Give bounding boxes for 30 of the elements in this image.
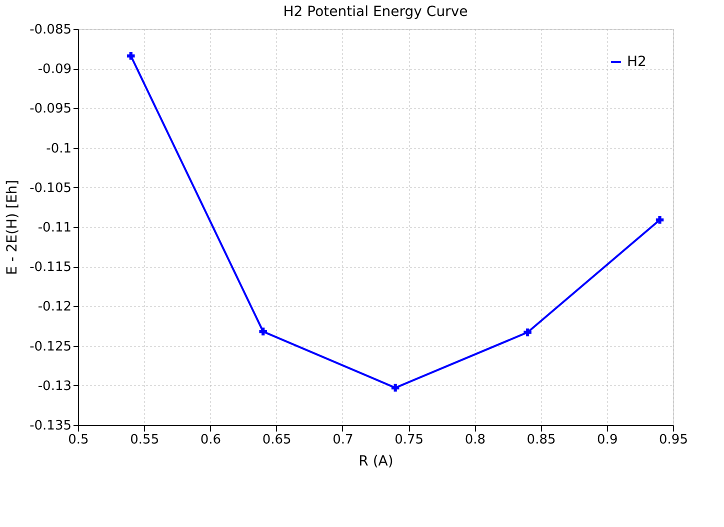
x-tick-label: 0.85 — [526, 432, 556, 448]
point — [656, 216, 664, 224]
x-tick-label: 0.8 — [464, 432, 486, 448]
x-tick-label: 0.7 — [332, 432, 354, 448]
point — [259, 328, 267, 336]
chart-title: H2 Potential Energy Curve — [283, 4, 468, 20]
y-tick-label: -0.085 — [30, 22, 72, 38]
point — [127, 52, 135, 60]
x-tick-label: 0.6 — [200, 432, 222, 448]
y-tick-label: -0.115 — [30, 260, 72, 276]
legend-label: H2 — [627, 54, 646, 70]
y-tick-label: -0.13 — [38, 378, 72, 394]
point — [391, 384, 400, 392]
y-tick-label: -0.105 — [30, 180, 72, 196]
point — [524, 328, 532, 336]
x-tick-label: 0.75 — [394, 432, 424, 448]
y-tick-label: -0.11 — [38, 220, 72, 236]
y-tick-label: -0.1 — [46, 141, 72, 156]
x-tick-label: 0.55 — [130, 432, 160, 448]
y-tick-label: -0.095 — [30, 102, 72, 117]
y-tick-label: -0.135 — [30, 418, 72, 434]
y-tick-label: -0.12 — [38, 300, 72, 315]
y-axis-title: E - 2E(H) [Eh] — [4, 180, 21, 276]
x-tick-label: 0.5 — [68, 432, 89, 448]
x-axis-title: R (A) — [358, 454, 394, 470]
x-tick-label: 0.9 — [597, 432, 618, 448]
y-tick-label: -0.125 — [30, 339, 72, 354]
y-tick-label: -0.09 — [38, 62, 72, 78]
x-tick-label: 0.95 — [659, 432, 688, 448]
x-tick-label: 0.65 — [262, 432, 292, 448]
